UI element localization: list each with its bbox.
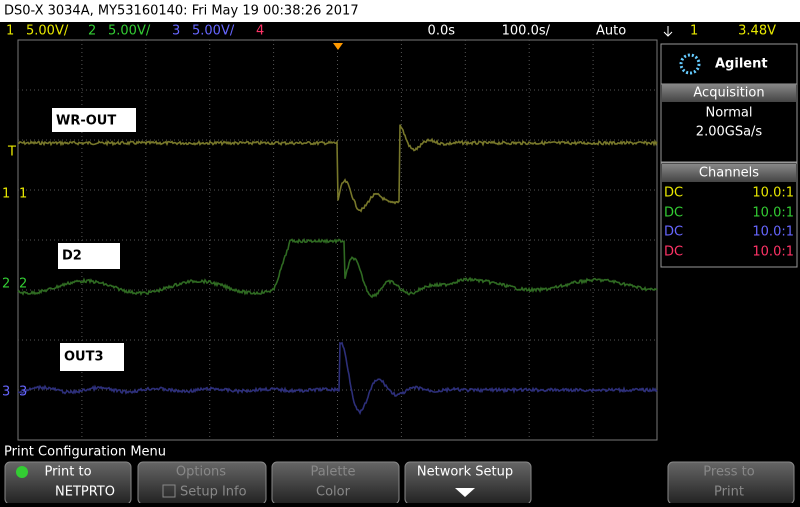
brand-box — [660, 43, 798, 85]
softkey-label: Print to — [44, 465, 91, 480]
ch1-marker: 1 — [19, 187, 27, 202]
probe: 10.0:1 — [752, 186, 794, 201]
trigger-channel: 1 — [690, 24, 698, 39]
trigger-level: 3.48V — [738, 24, 776, 39]
timebase: 100.0s/ — [502, 24, 551, 39]
label-box — [52, 108, 136, 132]
probe: 10.0:1 — [752, 225, 794, 240]
delay: 0.0s — [428, 24, 456, 39]
softkey-label: Options — [176, 465, 226, 480]
waveform-label: WR-OUT — [56, 114, 116, 129]
softkey-value: Setup Info — [180, 485, 247, 500]
waveform-label: D2 — [62, 249, 82, 264]
panel-header — [662, 84, 796, 102]
coupling: DC — [664, 206, 683, 221]
softkey-icon — [16, 466, 28, 478]
acq-rate: 2.00GSa/s — [696, 125, 763, 140]
ch1-marker: 1 — [2, 187, 10, 202]
trigger-mode: Auto — [596, 24, 626, 39]
waveform — [17, 341, 658, 416]
softkey[interactable]: Palette Color — [271, 461, 400, 505]
ch3-scale: 5.00V/ — [192, 24, 235, 39]
softkey[interactable]: Print to NETPRTO — [4, 461, 132, 505]
title-bar — [0, 0, 800, 22]
brand: Agilent — [715, 57, 768, 72]
ch3-marker: 3 — [19, 385, 27, 400]
trigger-marker: T — [7, 145, 16, 160]
panel-title: Channels — [699, 166, 759, 181]
ch2-marker: 2 — [2, 277, 10, 292]
waveform — [17, 237, 658, 299]
softkey-value: Color — [316, 485, 351, 500]
softkey-value: NETPRTO — [55, 485, 115, 500]
waveform-label: OUT3 — [64, 350, 104, 365]
trigger-edge-icon — [663, 26, 673, 37]
probe: 10.0:1 — [752, 206, 794, 221]
panel-header — [662, 164, 796, 182]
acq-mode: Normal — [705, 106, 752, 121]
ch2-number: 2 — [88, 24, 96, 39]
title-text: DS0-X 3034A, MY53160140: Fri May 19 00:3… — [4, 4, 359, 19]
softkey-label: Palette — [310, 465, 355, 480]
ch4-number: 4 — [256, 24, 264, 39]
softkey[interactable]: Options Setup Info — [137, 461, 267, 505]
brand-logo — [679, 53, 701, 75]
softkey-label: Press to — [703, 465, 754, 480]
menu-title: Print Configuration Menu — [4, 445, 166, 460]
ch2-scale: 5.00V/ — [108, 24, 151, 39]
submenu-arrow — [455, 488, 475, 497]
softkey[interactable]: Press to Print — [667, 461, 795, 505]
coupling: DC — [664, 186, 683, 201]
probe: 10.0:1 — [752, 245, 794, 260]
ch3-marker: 3 — [2, 385, 10, 400]
coupling: DC — [664, 225, 683, 240]
softkey[interactable]: Network Setup — [404, 461, 532, 505]
waveform — [17, 124, 658, 213]
softkey-value: Print — [714, 485, 744, 500]
label-box — [58, 243, 120, 269]
coupling: DC — [664, 245, 683, 260]
softkey-label: Network Setup — [417, 465, 513, 480]
checkbox — [162, 484, 176, 498]
panel-title: Acquisition — [693, 86, 764, 101]
ch1-number: 1 — [6, 24, 14, 39]
trigger-position — [333, 43, 343, 50]
label-box — [60, 343, 124, 371]
waveforms — [17, 124, 658, 416]
ch1-scale: 5.00V/ — [26, 24, 69, 39]
ch2-marker: 2 — [19, 277, 27, 292]
ch3-number: 3 — [172, 24, 180, 39]
